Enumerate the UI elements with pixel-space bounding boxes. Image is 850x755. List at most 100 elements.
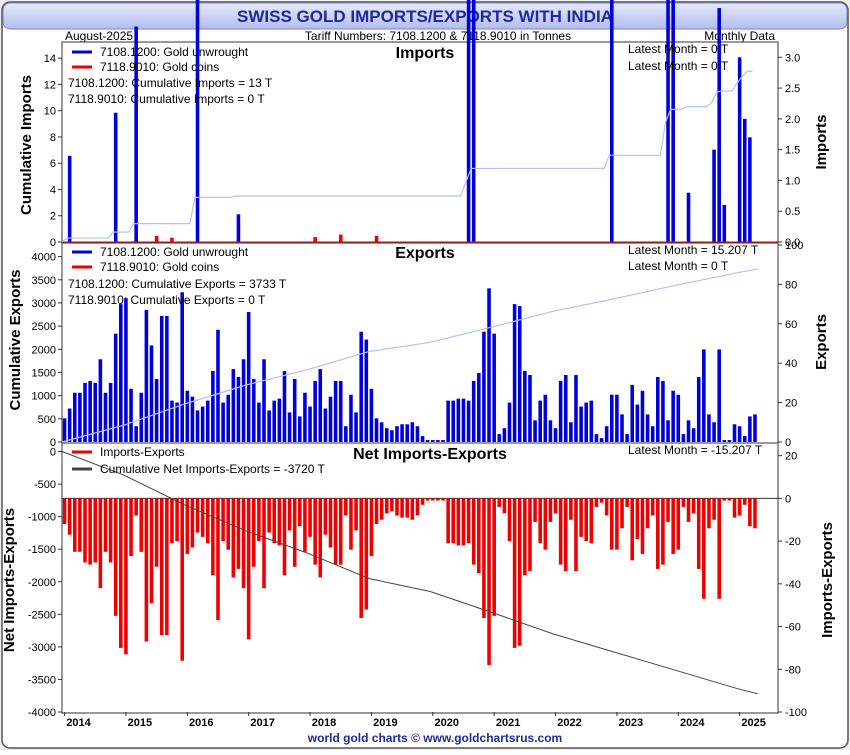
net-bar (569, 498, 573, 520)
exports-ytick-left-label: 4000 (32, 252, 56, 264)
net-bar (533, 498, 537, 522)
net-bar (190, 498, 195, 548)
imports-latest-unwrought: Latest Month = 0 T (628, 42, 729, 56)
exports-ytick-right-label: 60 (785, 319, 797, 331)
net-bar (93, 498, 98, 563)
imports-ytick-left-label: 4 (50, 184, 56, 196)
exports-bar-unwrought (267, 410, 271, 442)
exports-legend-coins: 7118.9010: Gold coins (100, 260, 219, 274)
net-bar (645, 498, 650, 529)
exports-bar-unwrought (415, 426, 420, 442)
imports-ytick-right-label: 3.0 (785, 52, 800, 64)
exports-bar-unwrought (722, 440, 727, 442)
net-bar (492, 498, 496, 616)
net-panel-title: Net Imports-Exports (353, 446, 507, 463)
exports-bar-unwrought (159, 315, 164, 442)
exports-bar-unwrought (83, 382, 87, 442)
net-bar (650, 498, 655, 516)
imports-bar-unwrought (195, 0, 200, 242)
exports-bar-unwrought (533, 420, 537, 442)
net-bar (748, 498, 752, 527)
net-bar (88, 498, 92, 565)
imports-ytick-right-label: 2.5 (785, 83, 800, 95)
exports-bar-unwrought (548, 420, 553, 442)
exports-bar-unwrought (553, 428, 558, 442)
exports-bar-unwrought (154, 378, 159, 442)
exports-bar-unwrought (543, 394, 548, 442)
net-bar (67, 498, 72, 535)
net-bar (359, 498, 363, 619)
net-bar (159, 498, 164, 636)
net-bar (548, 498, 553, 522)
net-bar (620, 498, 624, 529)
exports-bar-unwrought (712, 422, 716, 442)
exports-bar-unwrought (318, 369, 323, 442)
net-bar (257, 498, 261, 542)
net-bar (221, 498, 225, 542)
net-ylabel-left: Net Imports-Exports (1, 508, 18, 652)
exports-bar-unwrought (589, 400, 594, 442)
net-ytick-left-label: -1000 (28, 512, 56, 524)
net-bar (410, 498, 415, 520)
net-bar (466, 498, 471, 544)
exports-bar-unwrought (205, 400, 210, 442)
net-bar (277, 498, 282, 546)
exports-bar-unwrought (149, 345, 154, 442)
axis-ticks-group: 024681012140.00.51.01.52.02.53.005001000… (28, 52, 807, 729)
imports-ytick-left-label: 14 (44, 53, 56, 65)
imports-bar-unwrought (134, 26, 138, 243)
header-tariff: Tariff Numbers: 7108.1200 & 7118.9010 in… (305, 29, 571, 43)
exports-bar-unwrought (211, 371, 215, 442)
net-bar (666, 498, 670, 522)
net-bar (425, 498, 430, 501)
net-bar (154, 498, 159, 567)
net-bar (246, 498, 251, 640)
net-bar (298, 498, 302, 527)
exports-bar-unwrought (487, 288, 491, 442)
imports-ylabel-left: Cumulative Imports (18, 75, 35, 215)
exports-bar-unwrought (257, 402, 261, 442)
imports-bar-unwrought (67, 155, 72, 242)
exports-bar-unwrought (62, 418, 67, 442)
net-bar (686, 498, 691, 522)
net-bar (200, 498, 205, 537)
exports-bar-unwrought (292, 378, 297, 442)
net-bar (742, 498, 747, 505)
net-latest: Latest Month = -15.207 T (628, 443, 763, 457)
net-bar (369, 498, 374, 557)
imports-ytick-left-label: 2 (50, 211, 56, 223)
exports-bar-unwrought (246, 311, 251, 442)
exports-bar-unwrought (441, 440, 445, 442)
net-bar (487, 498, 491, 666)
imports-bar-coins (154, 235, 159, 242)
net-bar (579, 498, 583, 537)
net-ytick-right-label: -60 (785, 622, 801, 634)
exports-bar-unwrought (456, 398, 461, 442)
net-bar (405, 498, 409, 518)
net-ytick-right-label: -100 (785, 707, 807, 719)
imports-ytick-left-label: 6 (50, 158, 56, 170)
net-bar (103, 498, 108, 552)
xtick-label: 2017 (250, 717, 274, 729)
net-bar (124, 498, 128, 655)
net-bar (456, 498, 461, 546)
exports-bar-unwrought (645, 414, 650, 442)
net-ytick-left-label: -3500 (28, 674, 56, 686)
net-bar (502, 498, 507, 514)
exports-bar-unwrought (338, 380, 343, 442)
imports-bar-unwrought (742, 118, 747, 243)
net-bar (129, 498, 133, 557)
net-bar (415, 498, 420, 516)
net-bar (144, 498, 149, 642)
exports-bar-unwrought (405, 424, 409, 442)
net-bar (390, 498, 394, 512)
imports-bar-unwrought (466, 0, 471, 242)
exports-bar-unwrought (124, 298, 128, 442)
exports-bar-unwrought (563, 375, 568, 442)
exports-bar-unwrought (732, 424, 737, 442)
exports-bar-unwrought (308, 406, 312, 442)
net-bar (344, 498, 348, 516)
net-bar (354, 498, 358, 531)
net-bar (303, 498, 307, 552)
